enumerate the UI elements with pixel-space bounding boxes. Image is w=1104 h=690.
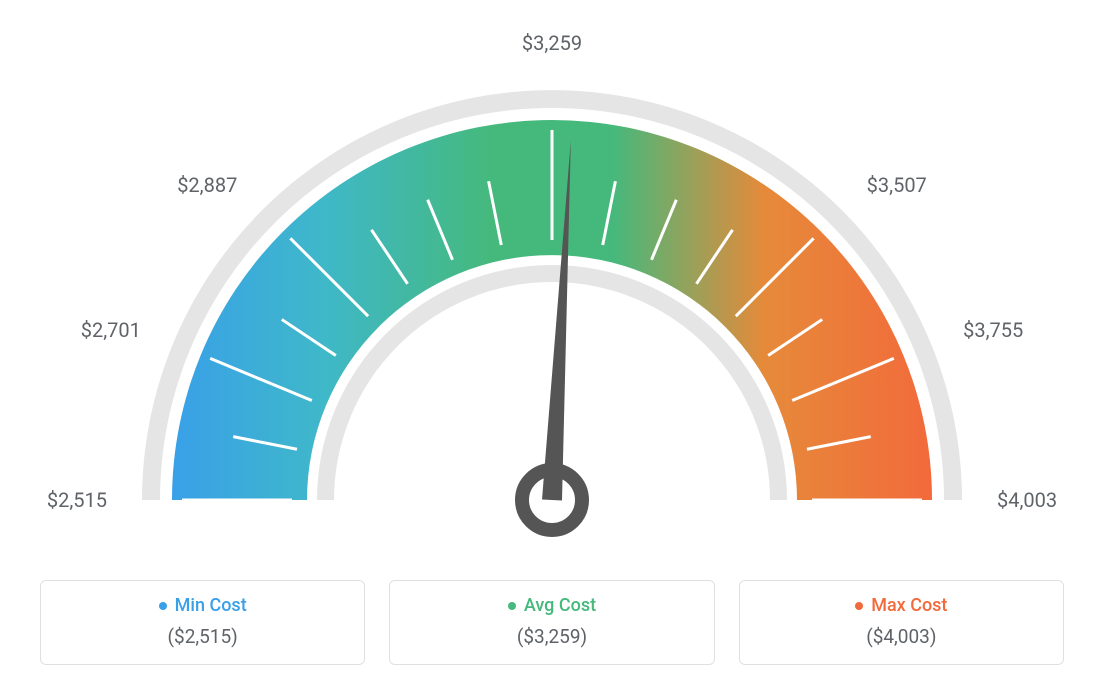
cost-gauge-chart: $2,515 $2,701 $2,887 $3,259 $3,507 $3,755 $4,0… [0,0,1104,550]
legend-row: Min Cost ($2,515) Avg Cost ($3,259) Max … [40,580,1064,665]
legend-value-min: ($2,515) [51,625,354,648]
legend-dot-avg [508,602,516,610]
legend-card-max: Max Cost ($4,003) [739,580,1064,665]
gauge-svg [0,0,1104,550]
legend-card-avg: Avg Cost ($3,259) [389,580,714,665]
gauge-label: $3,755 [963,318,1023,342]
legend-value-avg: ($3,259) [400,625,703,648]
gauge-label: $3,259 [522,31,582,55]
legend-title-max: Max Cost [871,597,947,615]
legend-dot-min [159,602,167,610]
gauge-label: $2,887 [177,173,237,197]
legend-card-min: Min Cost ($2,515) [40,580,365,665]
gauge-label: $3,507 [867,173,927,197]
legend-title-avg: Avg Cost [524,597,596,615]
gauge-label: $2,701 [81,318,141,342]
gauge-label: $2,515 [47,488,107,512]
legend-value-max: ($4,003) [750,625,1053,648]
legend-dot-max [855,602,863,610]
legend-title-min: Min Cost [175,597,247,615]
gauge-label: $4,003 [997,488,1057,512]
